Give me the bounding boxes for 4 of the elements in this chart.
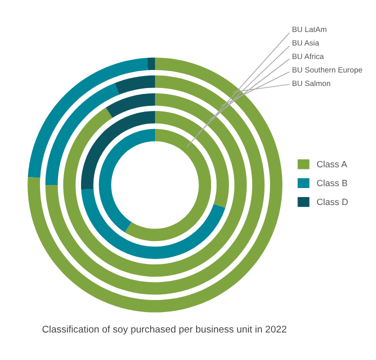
legend-label: Class A <box>317 160 348 168</box>
legend-label: Class D <box>317 198 348 206</box>
text: Classification of soy purchased per business unit in 2022 <box>42 325 286 335</box>
legend-label: Class B <box>317 180 348 186</box>
